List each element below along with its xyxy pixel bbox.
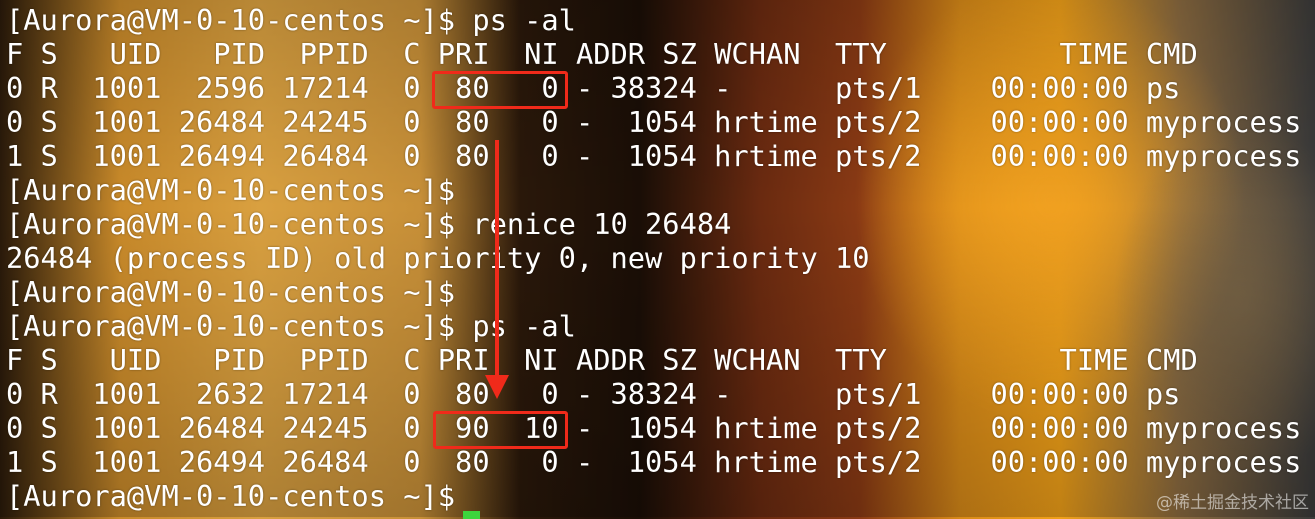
highlight-box-before [432,71,568,109]
terminal-line: F S UID PID PPID C PRI NI ADDR SZ WCHAN … [6,37,1198,71]
terminal-line: [Aurora@VM-0-10-centos ~]$ ps -al [6,309,576,343]
terminal-cursor [463,511,480,519]
watermark: @稀土掘金技术社区 [1156,493,1309,513]
terminal-line: 0 S 1001 26484 24245 0 90 10 - 1054 hrti… [6,411,1302,445]
terminal-line: 0 R 1001 2596 17214 0 80 0 - 38324 - pts… [6,71,1181,105]
terminal-line: F S UID PID PPID C PRI NI ADDR SZ WCHAN … [6,343,1198,377]
terminal-line: [Aurora@VM-0-10-centos ~]$ ps -al [6,3,576,37]
terminal-line: 0 R 1001 2632 17214 0 80 0 - 38324 - pts… [6,377,1181,411]
terminal-output[interactable]: [Aurora@VM-0-10-centos ~]$ ps -al F S UI… [6,3,1301,513]
terminal-line: 26484 (process ID) old priority 0, new p… [6,241,870,275]
terminal-line: [Aurora@VM-0-10-centos ~]$ [6,275,456,309]
arrow-line [495,140,499,380]
terminal-line: 0 S 1001 26484 24245 0 80 0 - 1054 hrtim… [6,105,1302,139]
terminal-line: [Aurora@VM-0-10-centos ~]$ renice 10 264… [6,207,732,241]
terminal-line: 1 S 1001 26494 26484 0 80 0 - 1054 hrtim… [6,139,1302,173]
highlight-box-after [433,411,568,449]
arrow-down-icon [485,375,509,399]
terminal-line: 1 S 1001 26494 26484 0 80 0 - 1054 hrtim… [6,445,1302,479]
terminal-line: [Aurora@VM-0-10-centos ~]$ [6,173,456,207]
terminal-line: [Aurora@VM-0-10-centos ~]$ [6,479,456,513]
